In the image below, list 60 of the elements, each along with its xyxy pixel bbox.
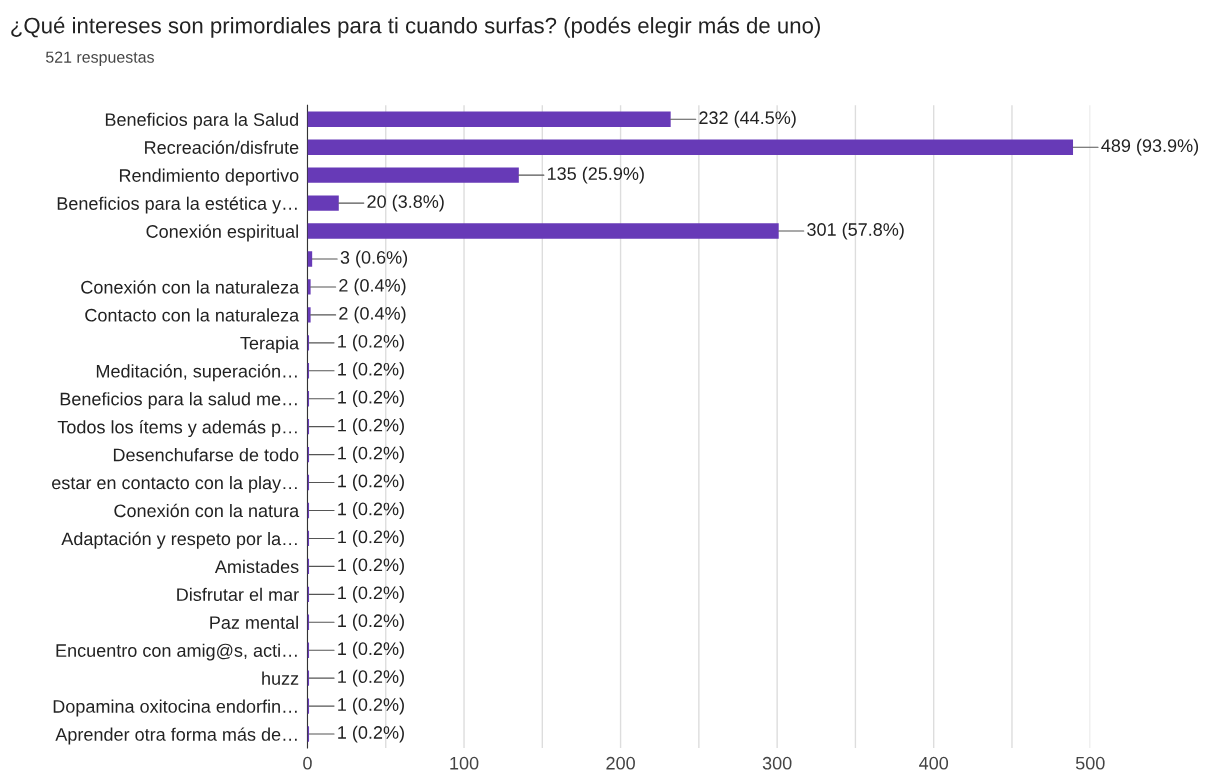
y-tick-label: Encuentro con amig@s, acti… (56, 643, 297, 661)
chart-title: ¿Qué intereses son primordiales para ti cuando surfas? (podés elegir más de uno) (11, 16, 820, 38)
y-tick-label: Dopamina oxitocina endorfin… (53, 699, 297, 717)
bar (307, 111, 671, 127)
y-tick-label: Todos los ítems y además p… (57, 420, 297, 438)
bar (307, 307, 311, 323)
data-label: 2 (0.4%) (339, 306, 406, 324)
x-tick-label: 100 (450, 756, 479, 770)
y-tick-label: Aprender otra forma más de… (55, 727, 297, 745)
y-tick-label: Terapia (240, 336, 300, 354)
data-label: 135 (25.9%) (547, 166, 644, 184)
data-label: 1 (0.2%) (338, 725, 404, 743)
y-tick-label: Conexión espiritual (146, 224, 298, 242)
bar (307, 195, 339, 211)
data-label: 232 (44.5%) (699, 110, 796, 128)
bar (307, 167, 519, 183)
x-tick-label: 500 (1075, 756, 1105, 770)
data-label: 1 (0.2%) (338, 390, 404, 408)
data-label: 1 (0.2%) (338, 362, 404, 380)
y-tick-label: huzz (262, 671, 299, 685)
y-tick-label: Rendimiento deportivo (119, 168, 299, 186)
y-tick-label: Contacto con la naturaleza (85, 308, 300, 322)
data-label: 3 (0.6%) (340, 250, 408, 268)
data-label: 301 (57.8%) (807, 222, 904, 240)
y-tick-label: Beneficios para la Salud (105, 112, 298, 130)
x-tick-label: 200 (606, 756, 635, 770)
y-tick-label: Amistades (214, 559, 299, 574)
y-tick-label: Paz mental (210, 615, 298, 629)
data-label: 1 (0.2%) (338, 697, 404, 715)
y-tick-label: Adaptación y respeto por la… (61, 531, 297, 549)
y-tick-label: Recreación/disfrute (145, 140, 299, 154)
y-tick-label: estar en contacto con la play… (52, 476, 297, 493)
data-label: 1 (0.2%) (338, 334, 404, 352)
y-tick-label: Meditación, superación… (96, 364, 297, 382)
data-label: 489 (93.9%) (1101, 138, 1199, 156)
data-label: 20 (3.8%) (367, 194, 444, 212)
y-tick-label: Beneficios para la estética y… (57, 196, 297, 214)
bar (307, 139, 1074, 155)
bar (307, 223, 779, 239)
data-label: 1 (0.2%) (338, 641, 404, 659)
x-tick-label: 0 (303, 756, 312, 770)
data-label: 1 (0.2%) (338, 418, 404, 436)
data-label: 2 (0.4%) (339, 278, 406, 296)
data-label: 1 (0.2%) (338, 446, 404, 464)
data-label: 1 (0.2%) (338, 613, 404, 631)
data-label: 1 (0.2%) (338, 502, 404, 519)
data-label: 1 (0.2%) (338, 557, 404, 575)
y-tick-label: Beneficios para la salud me… (60, 392, 297, 409)
y-tick-label: Conexión con la natura (114, 503, 300, 518)
y-tick-label: Disfrutar el mar (177, 587, 299, 602)
text: 521 respuestas (45, 51, 154, 66)
y-tick-label: Desenchufarse de todo (113, 448, 299, 462)
bar (307, 279, 311, 295)
data-label: 1 (0.2%) (338, 474, 404, 491)
data-label: 1 (0.2%) (338, 585, 404, 603)
y-tick-label: Conexión con la naturaleza (81, 280, 300, 294)
x-tick-label: 300 (762, 756, 792, 770)
data-label: 1 (0.2%) (338, 669, 404, 687)
data-label: 1 (0.2%) (338, 530, 404, 547)
x-tick-label: 400 (919, 756, 949, 770)
